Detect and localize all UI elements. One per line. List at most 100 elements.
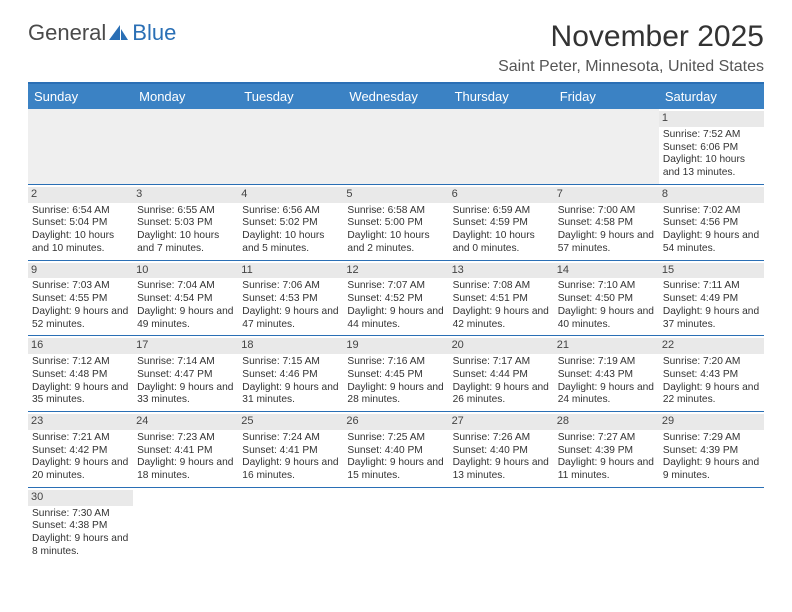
sunset-text: Sunset: 5:02 PM [242,217,339,230]
sunrise-text: Sunrise: 7:17 AM [453,356,550,369]
day-number: 27 [449,414,554,430]
sunset-text: Sunset: 4:43 PM [558,369,655,382]
daylight-text: Daylight: 9 hours and 16 minutes. [242,457,339,483]
sunset-text: Sunset: 4:43 PM [663,369,760,382]
sunset-text: Sunset: 4:51 PM [453,293,550,306]
daylight-text: Daylight: 10 hours and 0 minutes. [453,230,550,256]
col-wednesday: Wednesday [343,84,448,109]
day-number: 23 [28,414,133,430]
sunrise-text: Sunrise: 7:24 AM [242,432,339,445]
day-number: 20 [449,338,554,354]
day-cell: 26Sunrise: 7:25 AMSunset: 4:40 PMDayligh… [343,412,448,488]
day-cell: 18 Sunrise: 7:15 AMSunset: 4:46 PMDayligh… [238,336,343,412]
day-details: Sunrise: 7:19 AMSunset: 4:43 PMDaylight:… [558,356,655,407]
day-number: 13 [449,263,554,279]
daylight-text: Daylight: 9 hours and 33 minutes. [137,382,234,408]
day-cell: 12Sunrise: 7:07 AMSunset: 4:52 PMDayligh… [343,260,448,336]
day-cell: 11Sunrise: 7:06 AMSunset: 4:53 PMDayligh… [238,260,343,336]
sunset-text: Sunset: 5:04 PM [32,217,129,230]
day-details: Sunrise: 7:07 AMSunset: 4:52 PMDaylight:… [347,280,444,331]
day-cell: 15Sunrise: 7:11 AMSunset: 4:49 PMDayligh… [659,260,764,336]
sunrise-text: Sunrise: 7:10 AM [558,280,655,293]
daylight-text: Daylight: 9 hours and 47 minutes. [242,306,339,332]
sunset-text: Sunset: 4:53 PM [242,293,339,306]
sunrise-text: Sunrise: 6:54 AM [32,205,129,218]
title-block: November 2025 Saint Peter, Minnesota, Un… [498,20,764,76]
day-number: 16 [28,338,133,354]
daylight-text: Daylight: 9 hours and 42 minutes. [453,306,550,332]
col-friday: Friday [554,84,659,109]
day-details: Sunrise: 7:21 AMSunset: 4:42 PMDaylight:… [32,432,129,483]
sunset-text: Sunset: 4:40 PM [347,445,444,458]
day-details: Sunrise: 6:58 AMSunset: 5:00 PMDaylight:… [347,205,444,256]
sunset-text: Sunset: 4:48 PM [32,369,129,382]
day-number: 21 [554,338,659,354]
day-cell: 13Sunrise: 7:08 AMSunset: 4:51 PMDayligh… [449,260,554,336]
month-title: November 2025 [498,20,764,54]
day-cell: 25Sunrise: 7:24 AMSunset: 4:41 PMDayligh… [238,412,343,488]
daylight-text: Daylight: 9 hours and 40 minutes. [558,306,655,332]
day-number: 1 [659,111,764,127]
daylight-text: Daylight: 9 hours and 9 minutes. [663,457,760,483]
sunrise-text: Sunrise: 7:15 AM [242,356,339,369]
day-cell [449,109,554,184]
weekday-header-row: Sunday Monday Tuesday Wednesday Thursday… [28,84,764,109]
day-number: 5 [343,187,448,203]
daylight-text: Daylight: 10 hours and 2 minutes. [347,230,444,256]
header: General Blue November 2025 Saint Peter, … [28,20,764,76]
sunset-text: Sunset: 4:45 PM [347,369,444,382]
sunset-text: Sunset: 4:56 PM [663,217,760,230]
day-cell [133,109,238,184]
day-details: Sunrise: 7:02 AMSunset: 4:56 PMDaylight:… [663,205,760,256]
day-details: Sunrise: 7:11 AMSunset: 4:49 PMDaylight:… [663,280,760,331]
sunset-text: Sunset: 4:59 PM [453,217,550,230]
day-details: Sunrise: 7:26 AMSunset: 4:40 PMDaylight:… [453,432,550,483]
day-cell: 28Sunrise: 7:27 AMSunset: 4:39 PMDayligh… [554,412,659,488]
day-cell: 1Sunrise: 7:52 AMSunset: 6:06 PMDaylight… [659,109,764,184]
sunset-text: Sunset: 4:39 PM [558,445,655,458]
sunset-text: Sunset: 4:46 PM [242,369,339,382]
sunrise-text: Sunrise: 7:12 AM [32,356,129,369]
day-number: 11 [238,263,343,279]
daylight-text: Daylight: 9 hours and 20 minutes. [32,457,129,483]
day-cell [659,487,764,562]
day-cell [554,109,659,184]
sunset-text: Sunset: 5:00 PM [347,217,444,230]
col-tuesday: Tuesday [238,84,343,109]
day-cell: 22Sunrise: 7:20 AMSunset: 4:43 PMDayligh… [659,336,764,412]
day-number: 18 [238,338,343,354]
day-details: Sunrise: 7:15 AMSunset: 4:46 PMDaylight:… [242,356,339,407]
day-details: Sunrise: 7:04 AMSunset: 4:54 PMDaylight:… [137,280,234,331]
day-details: Sunrise: 7:20 AMSunset: 4:43 PMDaylight:… [663,356,760,407]
day-number: 12 [343,263,448,279]
daylight-text: Daylight: 10 hours and 10 minutes. [32,230,129,256]
day-details: Sunrise: 7:14 AMSunset: 4:47 PMDaylight:… [137,356,234,407]
sunrise-text: Sunrise: 7:25 AM [347,432,444,445]
day-cell: 2 Sunrise: 6:54 AMSunset: 5:04 PMDaylight… [28,184,133,260]
day-number: 29 [659,414,764,430]
sunset-text: Sunset: 4:44 PM [453,369,550,382]
day-number: 2 [28,187,133,203]
sunset-text: Sunset: 4:39 PM [663,445,760,458]
day-details: Sunrise: 6:54 AMSunset: 5:04 PMDaylight:… [32,205,129,256]
day-cell [238,487,343,562]
sunrise-text: Sunrise: 7:14 AM [137,356,234,369]
sunrise-text: Sunrise: 7:07 AM [347,280,444,293]
day-cell: 27 Sunrise: 7:26 AMSunset: 4:40 PMDayligh… [449,412,554,488]
daylight-text: Daylight: 9 hours and 52 minutes. [32,306,129,332]
week-row: 30Sunrise: 7:30 AMSunset: 4:38 PMDayligh… [28,487,764,562]
daylight-text: Daylight: 9 hours and 26 minutes. [453,382,550,408]
daylight-text: Daylight: 9 hours and 54 minutes. [663,230,760,256]
col-thursday: Thursday [449,84,554,109]
daylight-text: Daylight: 9 hours and 22 minutes. [663,382,760,408]
sunrise-text: Sunrise: 6:56 AM [242,205,339,218]
day-number: 30 [28,490,133,506]
day-cell: 5 Sunrise: 6:58 AMSunset: 5:00 PMDaylight… [343,184,448,260]
day-details: Sunrise: 7:03 AMSunset: 4:55 PMDaylight:… [32,280,129,331]
sunrise-text: Sunrise: 7:29 AM [663,432,760,445]
sail-icon [108,24,130,42]
day-cell: 29 Sunrise: 7:29 AMSunset: 4:39 PMDayligh… [659,412,764,488]
day-number: 6 [449,187,554,203]
col-saturday: Saturday [659,84,764,109]
sunrise-text: Sunrise: 7:52 AM [663,129,760,142]
